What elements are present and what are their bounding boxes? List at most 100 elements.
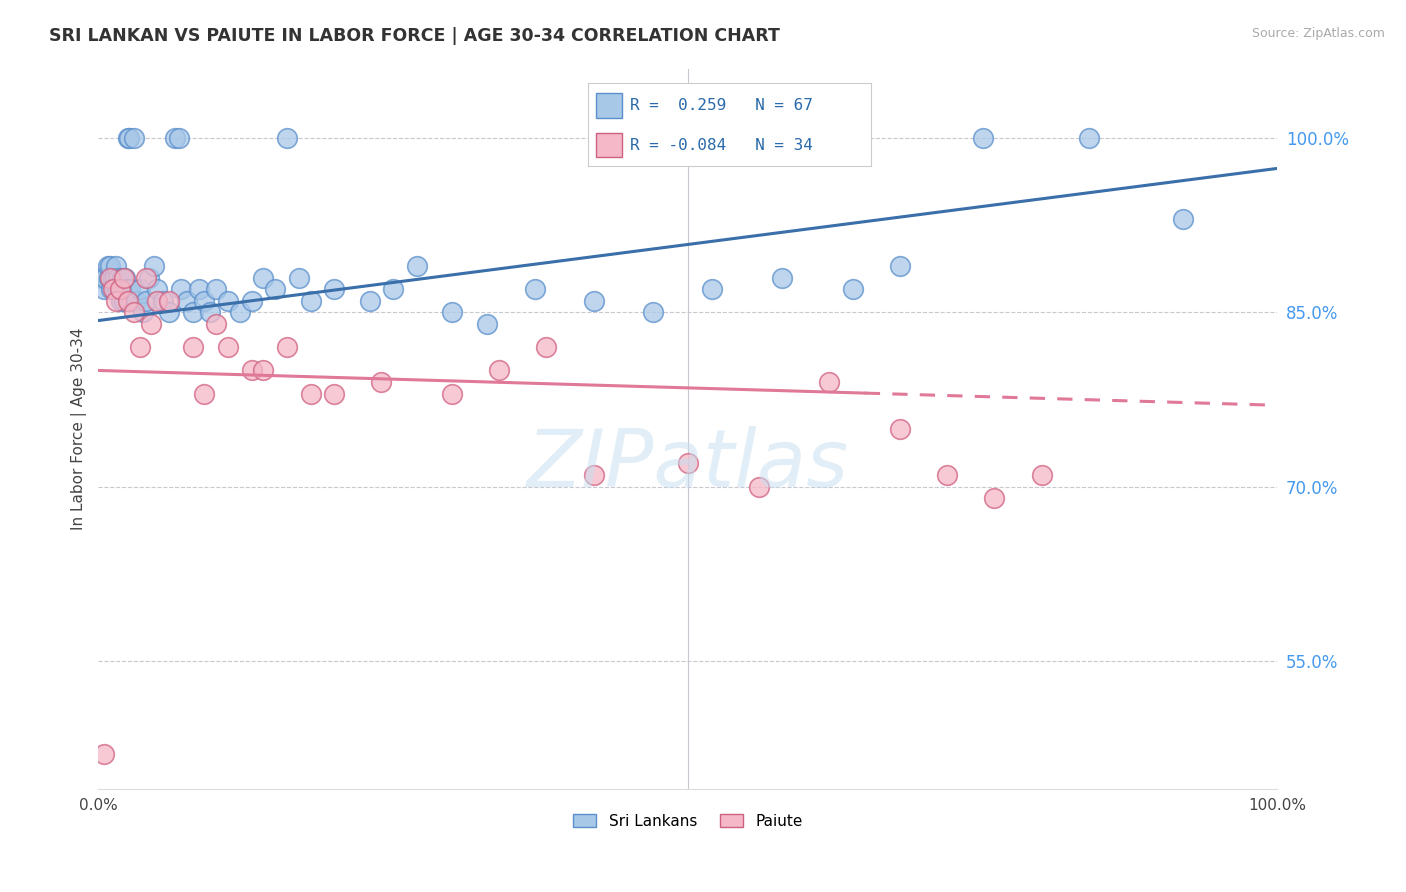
Point bbox=[181, 340, 204, 354]
Point bbox=[114, 270, 136, 285]
Point bbox=[105, 259, 128, 273]
Point bbox=[488, 363, 510, 377]
Point bbox=[107, 270, 129, 285]
Point bbox=[90, 270, 112, 285]
Point bbox=[641, 305, 664, 319]
Point bbox=[536, 340, 558, 354]
Point bbox=[818, 375, 841, 389]
Point bbox=[112, 270, 135, 285]
Text: Source: ZipAtlas.com: Source: ZipAtlas.com bbox=[1251, 27, 1385, 40]
Point bbox=[98, 270, 121, 285]
Point bbox=[93, 282, 115, 296]
Point bbox=[134, 270, 156, 285]
Point bbox=[842, 282, 865, 296]
Point bbox=[115, 282, 138, 296]
Point bbox=[299, 293, 322, 308]
Point bbox=[1077, 131, 1099, 145]
Point bbox=[105, 282, 128, 296]
Point bbox=[101, 282, 124, 296]
Text: ZIPatlas: ZIPatlas bbox=[527, 425, 849, 503]
Point bbox=[276, 131, 298, 145]
Point bbox=[323, 282, 346, 296]
Point bbox=[112, 282, 135, 296]
Point bbox=[193, 293, 215, 308]
Point bbox=[382, 282, 405, 296]
Point bbox=[176, 293, 198, 308]
Point bbox=[240, 293, 263, 308]
Point bbox=[117, 293, 139, 308]
Point bbox=[104, 270, 127, 285]
Point bbox=[141, 317, 163, 331]
Point bbox=[118, 131, 141, 145]
Point bbox=[105, 293, 128, 308]
Point bbox=[146, 282, 169, 296]
Point bbox=[167, 131, 190, 145]
Point bbox=[441, 386, 464, 401]
Point bbox=[205, 282, 228, 296]
Point bbox=[229, 305, 252, 319]
Point bbox=[252, 270, 274, 285]
Point bbox=[111, 270, 134, 285]
Point bbox=[98, 259, 121, 273]
Point bbox=[200, 305, 222, 319]
Point bbox=[100, 282, 122, 296]
Point bbox=[108, 282, 131, 296]
Point bbox=[889, 259, 911, 273]
Point bbox=[122, 131, 145, 145]
Point bbox=[146, 293, 169, 308]
Point bbox=[889, 421, 911, 435]
Point bbox=[193, 386, 215, 401]
Point bbox=[108, 282, 131, 296]
Point bbox=[117, 131, 139, 145]
Point bbox=[1173, 212, 1195, 227]
Point bbox=[323, 386, 346, 401]
Point bbox=[157, 305, 180, 319]
Point bbox=[93, 747, 115, 761]
Point bbox=[252, 363, 274, 377]
Point bbox=[264, 282, 287, 296]
Point bbox=[1031, 467, 1053, 482]
Point bbox=[142, 259, 165, 273]
Point bbox=[138, 270, 160, 285]
Point bbox=[359, 293, 381, 308]
Point bbox=[770, 270, 793, 285]
Point bbox=[101, 270, 124, 285]
Point bbox=[276, 340, 298, 354]
Point bbox=[125, 293, 148, 308]
Point bbox=[217, 340, 239, 354]
Point bbox=[120, 282, 142, 296]
Point bbox=[748, 480, 770, 494]
Point bbox=[187, 282, 209, 296]
Point bbox=[110, 293, 132, 308]
Point bbox=[181, 305, 204, 319]
Point bbox=[405, 259, 427, 273]
Point bbox=[134, 293, 156, 308]
Point bbox=[157, 293, 180, 308]
Point bbox=[120, 293, 142, 308]
Point bbox=[217, 293, 239, 308]
Point bbox=[122, 305, 145, 319]
Point bbox=[97, 270, 120, 285]
Point bbox=[523, 282, 546, 296]
Point bbox=[972, 131, 994, 145]
Point bbox=[288, 270, 311, 285]
Point bbox=[299, 386, 322, 401]
Point bbox=[676, 456, 699, 470]
Point bbox=[477, 317, 499, 331]
Point bbox=[240, 363, 263, 377]
Point bbox=[983, 491, 1005, 506]
Point bbox=[103, 282, 125, 296]
Text: SRI LANKAN VS PAIUTE IN LABOR FORCE | AGE 30-34 CORRELATION CHART: SRI LANKAN VS PAIUTE IN LABOR FORCE | AG… bbox=[49, 27, 780, 45]
Point bbox=[128, 340, 150, 354]
Point bbox=[94, 270, 117, 285]
Point bbox=[152, 293, 174, 308]
Y-axis label: In Labor Force | Age 30-34: In Labor Force | Age 30-34 bbox=[72, 327, 87, 530]
Point bbox=[936, 467, 959, 482]
Point bbox=[205, 317, 228, 331]
Point bbox=[112, 293, 135, 308]
Point bbox=[128, 282, 150, 296]
Point bbox=[370, 375, 392, 389]
Legend: Sri Lankans, Paiute: Sri Lankans, Paiute bbox=[568, 807, 808, 835]
Point bbox=[170, 282, 193, 296]
Point bbox=[582, 467, 605, 482]
